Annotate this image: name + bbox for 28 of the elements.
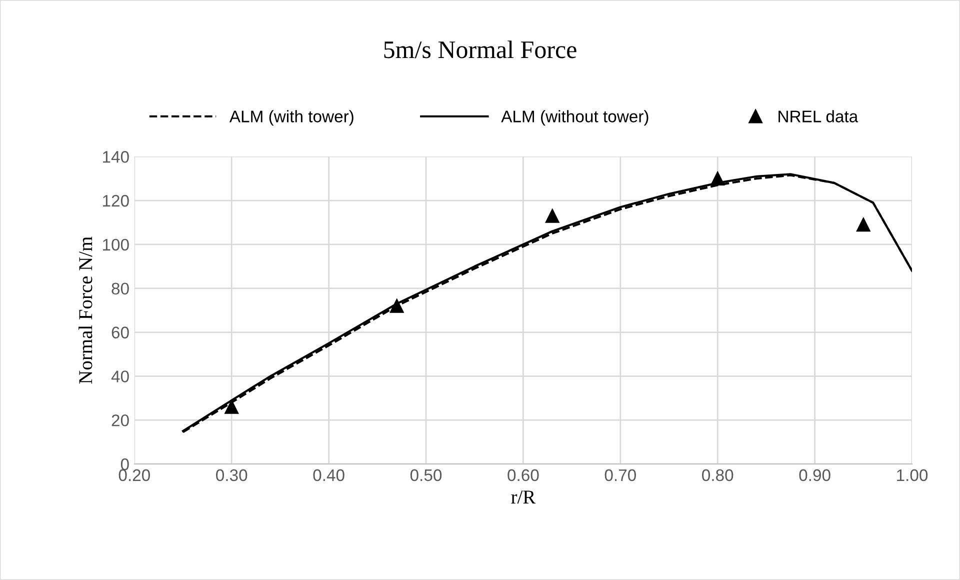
point xyxy=(710,172,725,186)
x-tick-label: 0.20 xyxy=(118,469,150,482)
y-tick-label: 120 xyxy=(103,194,129,207)
legend-label: NREL data xyxy=(778,110,858,122)
x-tick-label: 0.80 xyxy=(702,469,734,482)
y-tick-label: 140 xyxy=(103,151,129,163)
x-tick-label: 0.90 xyxy=(799,469,830,482)
chart-title: 5m/s Normal Force xyxy=(384,40,576,58)
x-tick-label: 0.60 xyxy=(508,469,539,482)
y-tick-label: 40 xyxy=(111,370,129,382)
legend-label: ALM (without tower) xyxy=(501,110,648,126)
y-axis-title: Normal Force N/m xyxy=(78,236,92,384)
x-tick-label: 1.00 xyxy=(897,469,928,482)
point xyxy=(390,298,404,313)
y-tick-label: 60 xyxy=(112,326,129,338)
x-tick-label: 0.50 xyxy=(410,469,442,482)
point xyxy=(545,208,560,223)
y-tick-label: 100 xyxy=(103,238,129,251)
y-tick-label: 0 xyxy=(120,458,129,470)
y-tick-label: 80 xyxy=(112,282,129,295)
point xyxy=(224,400,239,414)
x-axis-title: r/R xyxy=(511,490,536,504)
legend-label: ALM (with tower) xyxy=(229,110,354,126)
x-tick-label: 0.70 xyxy=(604,469,636,482)
y-tick-label: 20 xyxy=(112,414,129,426)
x-tick-label: 0.30 xyxy=(216,469,248,482)
x-tick-label: 0.40 xyxy=(313,469,344,482)
point xyxy=(856,218,870,232)
